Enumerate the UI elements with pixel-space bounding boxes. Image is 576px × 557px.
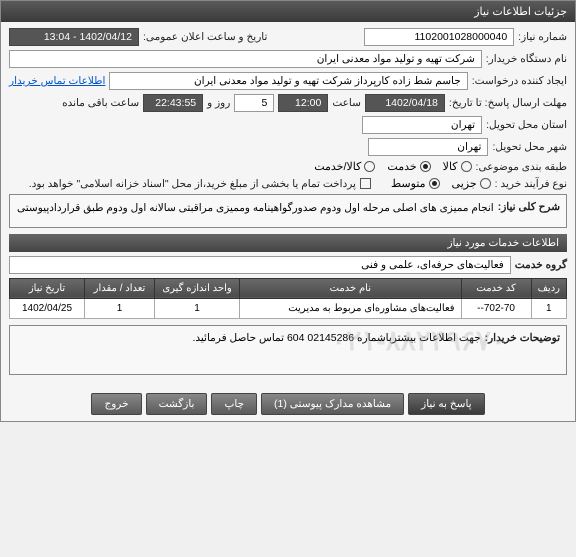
category-radio-group: کالا خدمت کالا/خدمت xyxy=(314,160,471,173)
cell-code: 702-70-- xyxy=(461,298,531,318)
services-table: ردیف کد خدمت نام خدمت واحد اندازه گیری ت… xyxy=(9,278,567,319)
remaining-label: ساعت باقی مانده xyxy=(62,97,139,109)
deadline-date: 1402/04/18 xyxy=(365,94,445,112)
respond-button[interactable]: پاسخ به نیاز xyxy=(408,393,484,415)
province-label: استان محل تحویل: xyxy=(486,119,567,131)
table-header-row: ردیف کد خدمت نام خدمت واحد اندازه گیری ت… xyxy=(10,278,567,298)
radio-icon xyxy=(364,161,375,172)
city-label: شهر محل تحویل: xyxy=(492,141,567,153)
time-label: ساعت xyxy=(332,97,361,109)
announce-value: 1402/04/12 - 13:04 xyxy=(9,28,139,46)
deadline-time: 12:00 xyxy=(278,94,328,112)
need-number-field: 1102001028000040 xyxy=(364,28,514,46)
desc-label: شرح کلی نیاز: xyxy=(498,201,560,213)
services-header: اطلاعات خدمات مورد نیاز xyxy=(9,234,567,252)
remaining-time: 22:43:55 xyxy=(143,94,203,112)
col-unit: واحد اندازه گیری xyxy=(155,278,240,298)
proc-micro-option[interactable]: جزیی xyxy=(452,177,491,190)
group-label: گروه خدمت xyxy=(515,259,567,271)
radio-icon xyxy=(420,161,431,172)
print-button[interactable]: چاپ xyxy=(211,393,257,415)
requester-field: جاسم شط زاده کارپرداز شرکت تهیه و تولید … xyxy=(109,72,467,90)
cell-idx: 1 xyxy=(531,298,566,318)
exit-button[interactable]: خروج xyxy=(91,393,141,415)
process-label: نوع فرآیند خرید : xyxy=(495,178,567,190)
buyer-notes-text: جهت اطلاعات بیشترباشماره 02145286 604 تم… xyxy=(16,332,481,344)
payment-note: پرداخت تمام یا بخشی از مبلغ خرید،از محل … xyxy=(29,178,356,190)
buyer-notes-label: توضیحات خریدار: xyxy=(485,332,560,344)
cat-service-option[interactable]: خدمت xyxy=(387,160,430,173)
buyer-org-field: شرکت تهیه و تولید مواد معدنی ایران xyxy=(9,50,482,68)
radio-icon xyxy=(480,178,491,189)
cat-service-label: خدمت xyxy=(387,160,416,173)
proc-medium-label: متوسط xyxy=(391,177,426,190)
radio-icon xyxy=(461,161,472,172)
col-qty: تعداد / مقدار xyxy=(85,278,155,298)
announce-label: تاریخ و ساعت اعلان عمومی: xyxy=(143,31,267,43)
attachments-button[interactable]: مشاهده مدارک پیوستی (1) xyxy=(261,393,404,415)
payment-checkbox[interactable] xyxy=(360,178,371,189)
table-row: 1 702-70-- فعالیت‌های مشاوره‌ای مربوط به… xyxy=(10,298,567,318)
button-bar: پاسخ به نیاز مشاهده مدارک پیوستی (1) چاپ… xyxy=(1,387,575,421)
cat-both-label: کالا/خدمت xyxy=(314,160,361,173)
deadline-label: مهلت ارسال پاسخ: تا تاریخ: xyxy=(449,97,567,109)
province-field: تهران xyxy=(362,116,482,134)
window-titlebar: جزئیات اطلاعات نیاز xyxy=(1,1,575,22)
cell-date: 1402/04/25 xyxy=(10,298,85,318)
days-and-label: روز و xyxy=(207,97,230,109)
cell-name: فعالیت‌های مشاوره‌ای مربوط به مدیریت xyxy=(240,298,462,318)
radio-icon xyxy=(429,178,440,189)
days-value: 5 xyxy=(234,94,274,112)
col-row: ردیف xyxy=(531,278,566,298)
col-name: نام خدمت xyxy=(240,278,462,298)
cat-goods-option[interactable]: کالا xyxy=(443,160,472,173)
col-date: تاریخ نیاز xyxy=(10,278,85,298)
buyer-org-label: نام دستگاه خریدار: xyxy=(486,53,567,65)
process-radio-group: جزیی متوسط xyxy=(391,177,491,190)
content-area: شماره نیاز: 1102001028000040 تاریخ و ساع… xyxy=(1,22,575,387)
cell-qty: 1 xyxy=(85,298,155,318)
buyer-notes-box: توضیحات خریدار: جهت اطلاعات بیشترباشماره… xyxy=(9,325,567,375)
requirement-details-window: جزئیات اطلاعات نیاز شماره نیاز: 11020010… xyxy=(0,0,576,422)
cat-both-option[interactable]: کالا/خدمت xyxy=(314,160,375,173)
proc-micro-label: جزیی xyxy=(452,177,477,190)
requester-label: ایجاد کننده درخواست: xyxy=(472,75,567,87)
cell-unit: 1 xyxy=(155,298,240,318)
desc-text: انجام ممیزی های اصلی مرحله اول ودوم صدور… xyxy=(16,201,494,217)
category-label: طبقه بندی موضوعی: xyxy=(476,161,567,173)
city-field: تهران xyxy=(368,138,488,156)
description-box: شرح کلی نیاز: انجام ممیزی های اصلی مرحله… xyxy=(9,194,567,228)
cat-goods-label: کالا xyxy=(443,160,458,173)
back-button[interactable]: بازگشت xyxy=(146,393,208,415)
proc-medium-option[interactable]: متوسط xyxy=(391,177,440,190)
group-value: فعالیت‌های حرفه‌ای، علمی و فنی xyxy=(9,256,511,274)
need-number-label: شماره نیاز: xyxy=(518,31,567,43)
contact-link[interactable]: اطلاعات تماس خریدار xyxy=(9,75,105,87)
col-code: کد خدمت xyxy=(461,278,531,298)
window-title: جزئیات اطلاعات نیاز xyxy=(474,6,567,18)
